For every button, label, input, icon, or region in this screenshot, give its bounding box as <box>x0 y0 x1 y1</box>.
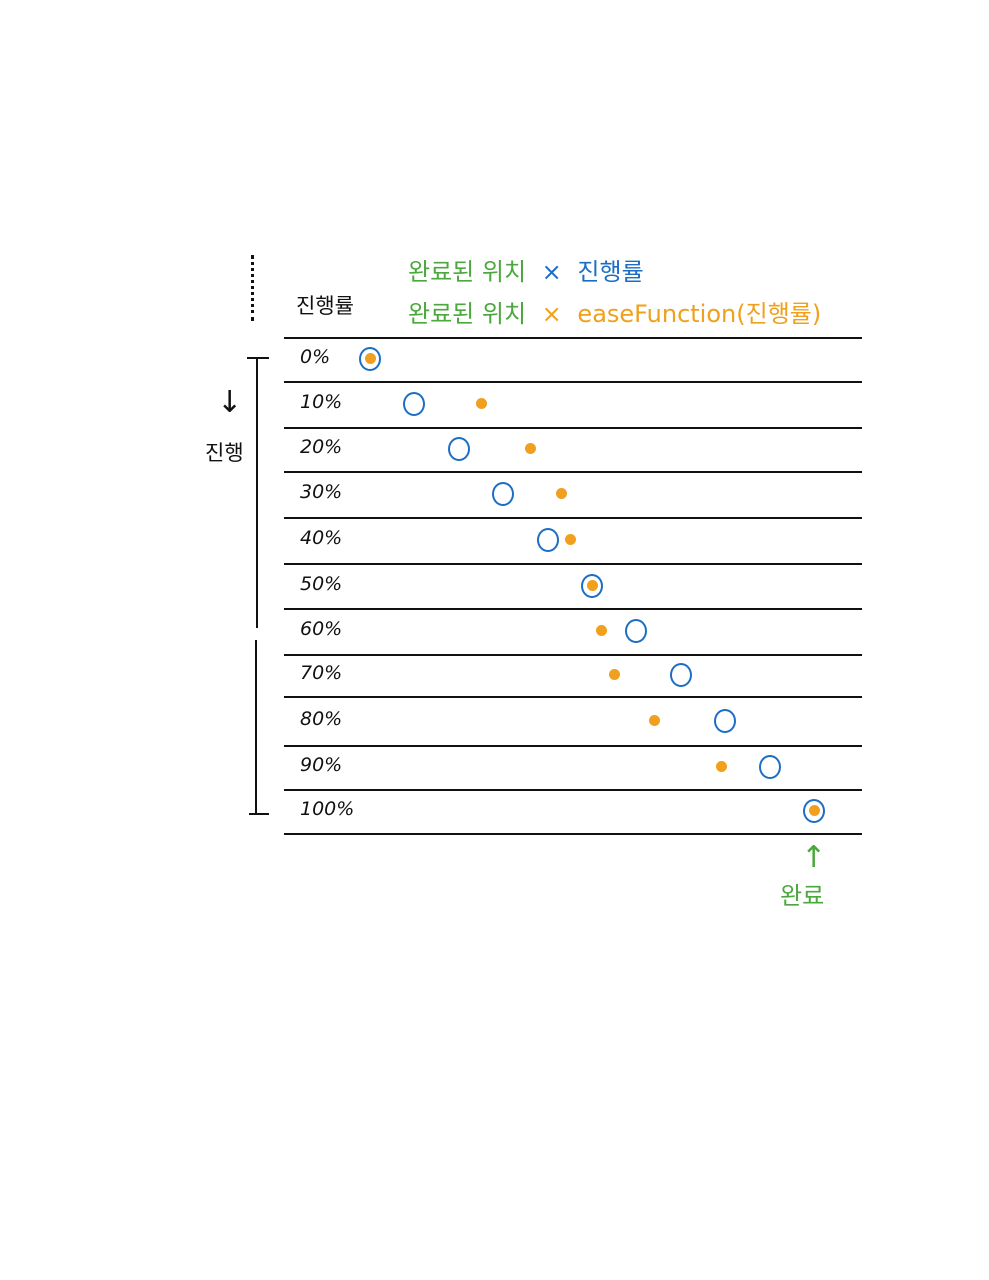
legend-linear-op: × <box>541 258 562 286</box>
row-label: 20% <box>300 436 343 458</box>
progress-bracket-line-lower <box>255 640 257 814</box>
eased-position-marker <box>476 398 487 409</box>
side-label: 진행 <box>205 441 244 465</box>
linear-position-marker <box>669 663 692 687</box>
row-divider <box>284 427 862 429</box>
linear-position-marker <box>803 799 825 823</box>
row-label: 0% <box>300 346 331 368</box>
row-divider <box>284 745 862 747</box>
eased-position-marker <box>587 579 598 591</box>
legend-linear: 완료된 위치 × 진행률 <box>408 252 644 287</box>
eased-position-marker <box>809 805 820 816</box>
row-label: 10% <box>300 391 343 413</box>
linear-position-marker <box>536 528 559 552</box>
legend-linear-right: 진행률 <box>577 258 644 286</box>
eased-position-marker <box>555 488 567 499</box>
eased-position-marker <box>609 669 621 680</box>
row-label: 70% <box>300 662 343 684</box>
eased-position-marker <box>595 625 607 636</box>
dotted-line <box>251 255 254 321</box>
row-label: 60% <box>300 618 343 640</box>
linear-position-marker <box>403 392 426 416</box>
legend-eased-right: easeFunction(진행률) <box>577 300 822 328</box>
eased-position-marker <box>649 714 661 726</box>
row-divider <box>284 833 862 835</box>
row-divider <box>284 789 862 791</box>
progress-bracket-bottom <box>249 813 269 815</box>
row-divider <box>284 696 862 698</box>
linear-position-marker <box>359 347 381 371</box>
linear-position-marker <box>625 619 648 643</box>
row-divider <box>284 608 862 610</box>
linear-position-marker <box>581 573 603 598</box>
eased-position-marker <box>365 353 376 364</box>
row-label: 90% <box>300 754 343 776</box>
linear-position-marker <box>714 708 737 733</box>
linear-position-marker <box>447 437 470 461</box>
progress-bracket-line <box>256 358 258 628</box>
row-label: 50% <box>300 572 343 595</box>
progress-bracket-top <box>247 357 269 359</box>
column-header: 진행률 <box>296 294 354 318</box>
eased-position-marker <box>715 761 727 772</box>
row-label: 30% <box>300 481 343 503</box>
legend-eased: 완료된 위치 × easeFunction(진행률) <box>408 294 821 329</box>
legend-eased-left: 완료된 위치 <box>408 300 527 328</box>
row-label: 40% <box>300 527 343 549</box>
row-label: 100% <box>300 798 355 820</box>
linear-position-marker <box>492 482 515 506</box>
legend-linear-left: 완료된 위치 <box>408 258 527 286</box>
row-divider <box>284 563 862 565</box>
up-arrow-icon: ↑ <box>801 840 827 875</box>
linear-position-marker <box>758 755 781 779</box>
row-divider <box>284 381 862 383</box>
row-divider <box>284 654 862 656</box>
legend-eased-op: × <box>541 300 562 328</box>
row-divider <box>284 471 862 473</box>
row-label: 80% <box>300 707 343 730</box>
down-arrow-icon: ↓ <box>217 385 243 420</box>
eased-position-marker <box>564 534 576 545</box>
row-divider <box>284 517 862 519</box>
eased-position-marker <box>524 443 536 454</box>
end-label: 완료 <box>780 882 825 910</box>
row-divider <box>284 337 862 339</box>
